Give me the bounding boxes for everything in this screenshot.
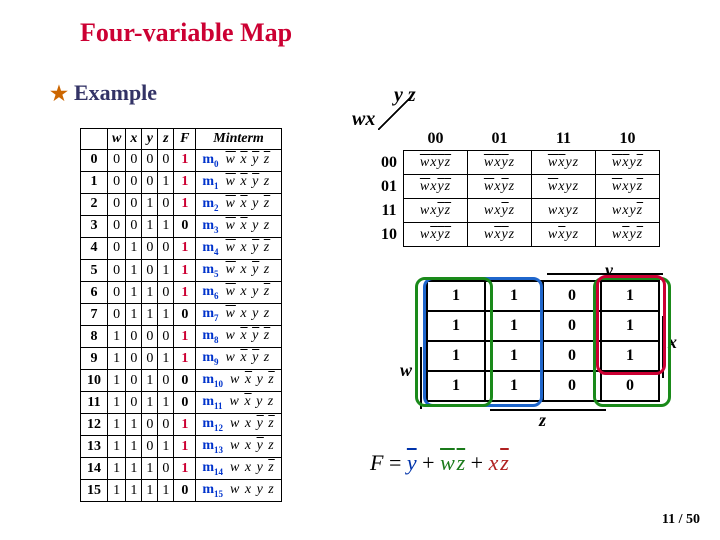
eq-F: F (370, 450, 383, 475)
table-row: 1211001m12 w x y z (81, 414, 282, 436)
kmap2-w-label: w (400, 360, 412, 381)
kmap-cell: wxyz (532, 151, 596, 175)
table-row: 1110110m11 w x y z (81, 392, 282, 414)
w-bracket (420, 347, 422, 409)
kmap-cell: wxyz (596, 199, 660, 223)
eq-term-wbar-zbar: w z (440, 450, 465, 475)
kmap-cell: wxyz (468, 223, 532, 247)
kmap-literals: 0001111000wxyzwxyzwxyzwxyz01wxyzwxyzwxyz… (375, 128, 660, 247)
table-row: 1311011m13 w x y z (81, 436, 282, 458)
kmap-value-cell: 1 (427, 341, 485, 371)
kmap-value-cell: 1 (485, 311, 543, 341)
table-row: 1411101m14 w x y z (81, 458, 282, 480)
eq-plus2: + (471, 450, 483, 475)
table-row: 601101m6 w x y z (81, 281, 282, 303)
kmap-cell: wxyz (404, 199, 468, 223)
kmap-value-cell: 0 (543, 311, 601, 341)
kmap-value-cell: 1 (427, 281, 485, 311)
kmap-cell: wxyz (532, 199, 596, 223)
kmap-cell: wxyz (468, 175, 532, 199)
kmap-value-cell: 0 (543, 281, 601, 311)
kmap-cell: wxyz (596, 151, 660, 175)
kmap-value-cell: 1 (485, 281, 543, 311)
page-title: Four-variable Map (80, 18, 292, 48)
kmap-value-cell: 1 (601, 281, 659, 311)
table-row: 501011m5 w x y z (81, 259, 282, 281)
kmap-value-cell: 1 (427, 371, 485, 401)
kmap-cell: wxyz (404, 151, 468, 175)
eq-plus1: + (422, 450, 434, 475)
kmap-value-cell: 1 (427, 311, 485, 341)
kmap-value-cell: 1 (601, 311, 659, 341)
kmap-diagonal (378, 96, 412, 130)
table-row: 401001m4 w x y z (81, 237, 282, 259)
kmap-values: 1101110111011100 (426, 280, 660, 402)
y-bracket (547, 273, 663, 275)
kmap-values-wrap: 1101110111011100 (426, 280, 686, 420)
table-row: 1511110m15 w x y z (81, 480, 282, 502)
table-row: 200101m2 w x y z (81, 193, 282, 215)
table-row: 1010100m10 w x y z (81, 369, 282, 391)
page-number: 11 / 50 (662, 512, 700, 528)
kmap-value-cell: 0 (543, 371, 601, 401)
kmap-cell: wxyz (596, 175, 660, 199)
example-label: Example (74, 80, 157, 105)
truth-table: wxyzFMinterm000001m0 w x y z100011m1 w x… (80, 128, 282, 502)
kmap-value-cell: 0 (601, 371, 659, 401)
kmap-wx-label: wx (352, 108, 375, 131)
eq-term-x-zbar: x z (489, 450, 509, 475)
kmap-cell: wxyz (404, 223, 468, 247)
kmap-value-cell: 1 (485, 371, 543, 401)
kmap-value-cell: 1 (485, 341, 543, 371)
example-heading: ★ Example (50, 80, 157, 106)
table-row: 810001m8 w x y z (81, 325, 282, 347)
table-row: 701110m7 w x y z (81, 303, 282, 325)
result-equation: F = y + w z + x z (370, 450, 509, 476)
kmap-value-cell: 1 (601, 341, 659, 371)
kmap2-y-label: y (605, 260, 613, 281)
table-row: 000001m0 w x y z (81, 149, 282, 171)
kmap-cell: wxyz (404, 175, 468, 199)
table-row: 100011m1 w x y z (81, 171, 282, 193)
kmap-cell: wxyz (596, 223, 660, 247)
star-icon: ★ (50, 83, 68, 105)
kmap-cell: wxyz (532, 175, 596, 199)
eq-equals: = (389, 450, 401, 475)
table-row: 910011m9 w x y z (81, 347, 282, 369)
kmap-cell: wxyz (532, 223, 596, 247)
kmap-cell: wxyz (468, 151, 532, 175)
kmap-value-cell: 0 (543, 341, 601, 371)
kmap-cell: wxyz (468, 199, 532, 223)
eq-term-ybar: y (407, 450, 417, 475)
table-row: 300110m3 w x y z (81, 215, 282, 237)
